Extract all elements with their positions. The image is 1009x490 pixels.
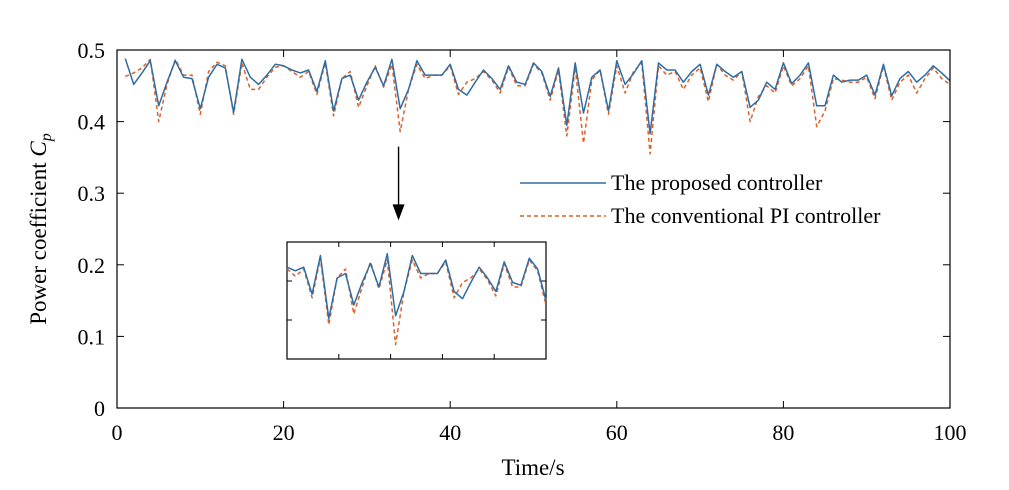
y-axis-title-subscript: p <box>38 133 55 142</box>
series-line-1 <box>125 58 951 155</box>
x-tick-label-0: 0 <box>112 420 123 445</box>
y-tick-label-4: 0.4 <box>78 110 106 135</box>
zoom-arrow <box>392 146 405 221</box>
plot-area-frame <box>116 49 951 409</box>
y-tick-label-2: 0.2 <box>78 253 106 278</box>
legend-label-proposed: The proposed controller <box>611 170 823 195</box>
x-tick-label-1: 20 <box>273 420 295 445</box>
x-tick-label-3: 60 <box>606 420 628 445</box>
arrow-head <box>392 204 405 221</box>
y-tick-label-3: 0.3 <box>78 181 106 206</box>
y-tick-label-5: 0.5 <box>78 38 106 63</box>
inset-frame <box>286 241 547 360</box>
inset-series-line-0 <box>286 252 547 320</box>
y-tick-label-0: 0 <box>94 396 105 421</box>
x-tick-label-4: 80 <box>772 420 794 445</box>
legend: The proposed controller The conventional… <box>520 170 881 228</box>
y-axis-title-symbol: C <box>26 141 51 157</box>
x-tick-label-5: 100 <box>934 420 967 445</box>
axes: 0 20 40 60 80 100 0 0.1 0.2 0.3 0.4 0.5 <box>78 38 967 445</box>
main-plot-series <box>124 58 951 155</box>
legend-label-pi: The conventional PI controller <box>611 203 881 228</box>
inset-series <box>286 252 547 346</box>
x-axis-title: Time/s <box>501 455 564 480</box>
y-tick-label-1: 0.1 <box>78 324 106 349</box>
series-line-0 <box>124 58 951 135</box>
y-axis-title: Power coefficient Cp <box>26 133 55 325</box>
x-tick-label-2: 40 <box>439 420 461 445</box>
inset-ticks <box>286 242 547 359</box>
inset-zoom <box>286 241 547 360</box>
y-axis-title-text: Power coefficient <box>26 162 51 325</box>
